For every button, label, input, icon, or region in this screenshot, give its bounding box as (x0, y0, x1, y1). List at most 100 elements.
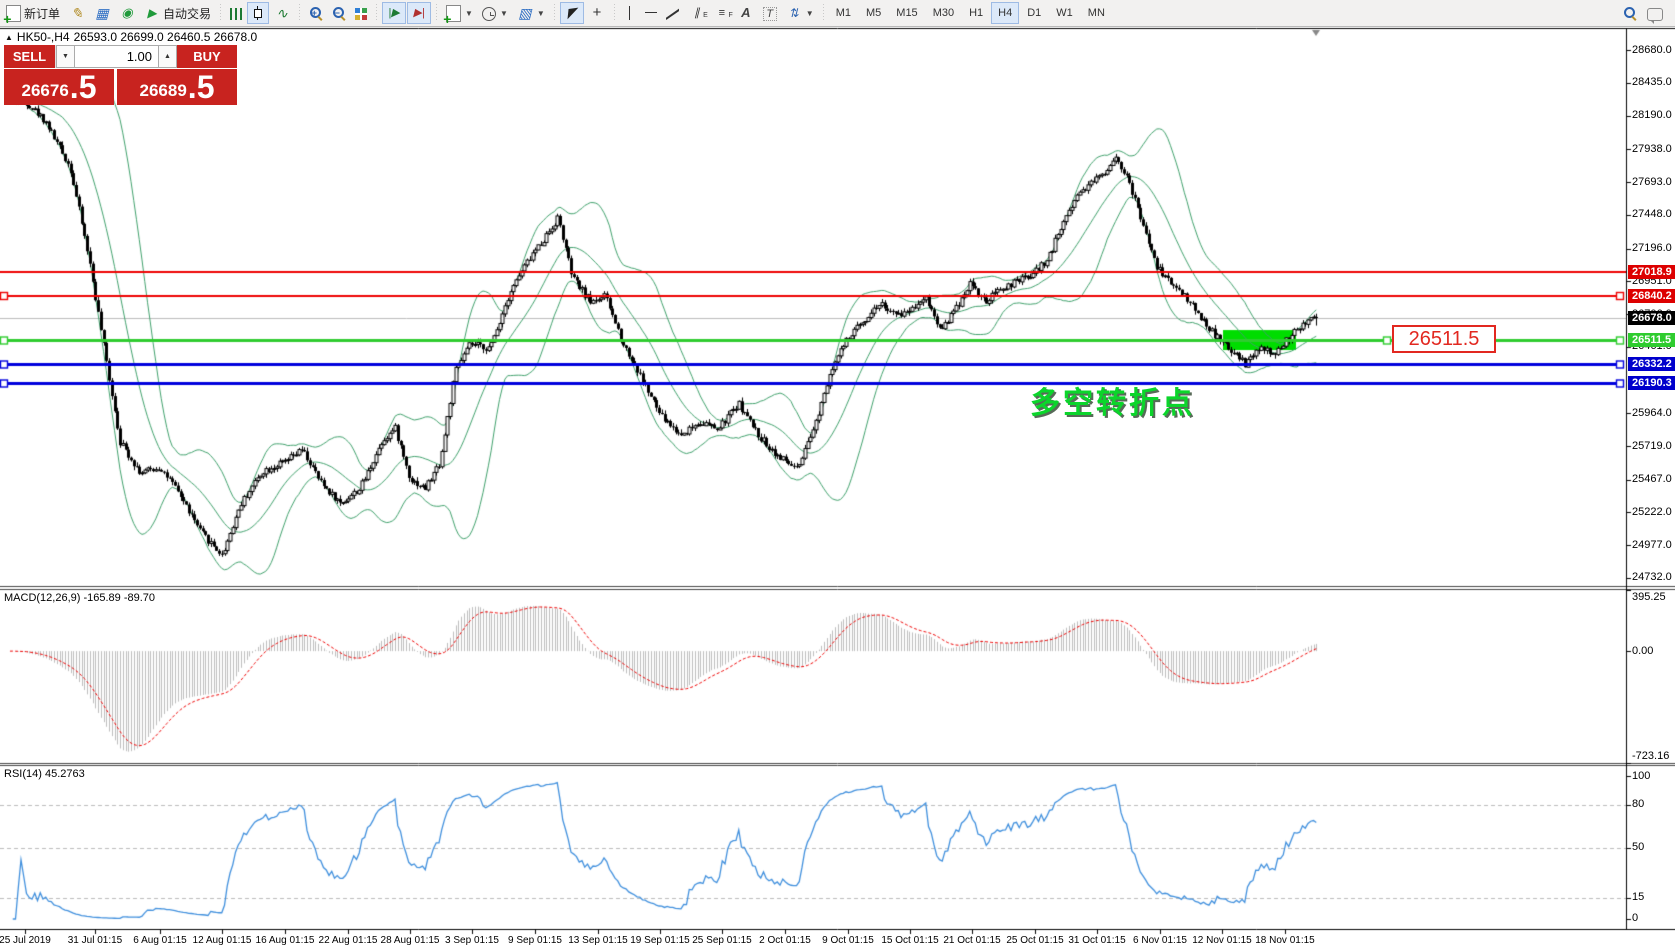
dropdown-arrow-icon: ▼ (805, 8, 814, 18)
one-click-trading-panel: SELL ▼ 1.00 ▲ BUY 26676 .5 26689 .5 (4, 45, 237, 105)
search-icon[interactable] (1623, 6, 1637, 20)
zoom-out-button[interactable]: − (328, 2, 350, 24)
timeframe-mn-button[interactable]: MN (1081, 2, 1112, 24)
line-chart-icon: ∿ (276, 5, 288, 21)
sell-price-display[interactable]: 26676 .5 (4, 69, 114, 105)
buy-price-fraction: .5 (187, 69, 215, 105)
period-button[interactable]: ▼ (478, 2, 512, 24)
volume-down-button[interactable]: ▼ (56, 45, 75, 68)
sell-price-fraction: .5 (69, 69, 97, 105)
buy-button[interactable]: BUY (177, 45, 237, 68)
clock-icon (481, 6, 496, 21)
auto-scroll-icon: |▶ (388, 7, 400, 19)
fibonacci-button[interactable]: ≡ F (709, 2, 734, 24)
new-order-label: 新订单 (24, 6, 61, 21)
candlestick-icon (251, 6, 265, 20)
horizontal-line-icon (644, 6, 657, 20)
toolbar-grip (297, 4, 303, 22)
vertical-line-button[interactable] (620, 2, 640, 24)
chart-shift-icon: ▶| (413, 7, 425, 19)
timeframe-m1-button[interactable]: M1 (829, 2, 858, 24)
text-button[interactable]: A (734, 2, 758, 24)
sound-button[interactable]: ◉ (115, 2, 139, 24)
timeframe-d1-button[interactable]: D1 (1020, 2, 1048, 24)
timeframe-h4-button[interactable]: H4 (991, 2, 1020, 24)
timeframe-m15-button[interactable]: M15 (889, 2, 924, 24)
fibonacci-icon: ≡ F (718, 7, 734, 19)
chart-shift-button[interactable]: ▶| (407, 2, 432, 24)
new-order-button[interactable]: 新订单 (2, 2, 64, 27)
tile-windows-button[interactable] (351, 2, 371, 24)
trendline-icon (666, 7, 679, 20)
collapse-triangle-icon[interactable]: ▲ (5, 32, 13, 42)
new-order-icon (3, 4, 21, 27)
dropdown-arrow-icon: ▼ (465, 8, 473, 18)
text-label-button[interactable]: T (759, 2, 781, 24)
level-annotation-box[interactable]: 26511.5 (1392, 325, 1496, 353)
shapes-icon: ⇅ (788, 6, 799, 20)
auto-scroll-button[interactable]: |▶ (382, 2, 407, 24)
autotrading-button[interactable]: ▶ 自动交易 (140, 2, 215, 24)
crosshair-button[interactable]: + (585, 2, 609, 24)
timeframe-m30-button[interactable]: M30 (926, 2, 961, 24)
bar-chart-icon (230, 8, 243, 20)
profile-button[interactable]: ▦ (90, 2, 114, 24)
timeframe-h1-button[interactable]: H1 (962, 2, 990, 24)
bar-chart-button[interactable] (226, 2, 246, 24)
toolbar-grip (218, 4, 224, 22)
add-indicator-icon (443, 4, 462, 27)
volume-input[interactable]: 1.00 (75, 45, 158, 68)
toolbar-grip (434, 4, 440, 22)
cursor-button[interactable]: ◤ (559, 2, 584, 24)
sell-button[interactable]: SELL (4, 45, 56, 68)
crosshair-icon: + (592, 4, 602, 21)
window-icon: ▦ (95, 5, 109, 21)
zoom-in-icon: + (309, 6, 323, 20)
toolbar-grip (820, 4, 826, 22)
toolbar: 新订单 ✎ ▦ ◉ ▶ 自动交易 ∿ + − |▶ ▶| (0, 0, 1675, 27)
pencil-icon: ✎ (71, 5, 83, 21)
toolbar-grip (374, 4, 380, 22)
toolbar-grip (551, 4, 557, 22)
add-indicator-button[interactable]: ▼ (442, 2, 477, 27)
chart-symbol-period: HK50-,H4 (16, 30, 70, 44)
tile-windows-icon (355, 8, 368, 20)
channel-button[interactable]: ∥ E (684, 2, 708, 24)
shapes-button[interactable]: ⇅ ▼ (782, 2, 818, 24)
dropdown-arrow-icon: ▼ (536, 8, 545, 18)
turning-point-annotation[interactable]: 多空转折点 (1030, 387, 1195, 420)
timeframe-m5-button[interactable]: M5 (859, 2, 888, 24)
vertical-line-icon (623, 6, 636, 20)
toolbar-grip (611, 4, 617, 22)
template-icon: ▧ (518, 5, 532, 21)
autotrading-label: 自动交易 (163, 6, 212, 21)
text-icon: A (741, 5, 751, 20)
buy-price-main: 26689 (139, 81, 187, 100)
chat-icon[interactable] (1647, 7, 1663, 24)
sell-price-main: 26676 (21, 81, 69, 100)
horizontal-line-button[interactable] (641, 2, 661, 24)
candlestick-chart-button[interactable] (247, 2, 270, 24)
dropdown-arrow-icon: ▼ (499, 8, 508, 18)
template-button[interactable]: ▧ ▼ (513, 2, 549, 24)
line-chart-button[interactable]: ∿ (270, 2, 294, 24)
sound-icon: ◉ (121, 5, 133, 20)
chart-title: ▲ HK50-,H4 26593.0 26699.0 26460.5 26678… (5, 30, 257, 44)
channel-icon: ∥ E (694, 7, 708, 19)
autotrading-icon: ▶ (147, 6, 157, 20)
eraser-button[interactable]: ✎ (65, 2, 89, 24)
zoom-in-button[interactable]: + (305, 2, 327, 24)
buy-price-display[interactable]: 26689 .5 (117, 69, 237, 105)
chart-ohlc-values: 26593.0 26699.0 26460.5 26678.0 (73, 30, 258, 44)
timeframe-w1-button[interactable]: W1 (1049, 2, 1080, 24)
text-label-icon: T (762, 6, 777, 21)
trendline-button[interactable] (662, 2, 683, 24)
rsi-indicator-label: RSI(14) 45.2763 (4, 768, 85, 780)
volume-up-button[interactable]: ▲ (158, 45, 177, 68)
cursor-icon: ◤ (565, 4, 578, 21)
zoom-out-icon: − (332, 6, 346, 20)
macd-indicator-label: MACD(12,26,9) -165.89 -89.70 (4, 592, 156, 604)
timeframe-group: M1 M5 M15 M30 H1 H4 D1 W1 MN (829, 2, 1112, 24)
